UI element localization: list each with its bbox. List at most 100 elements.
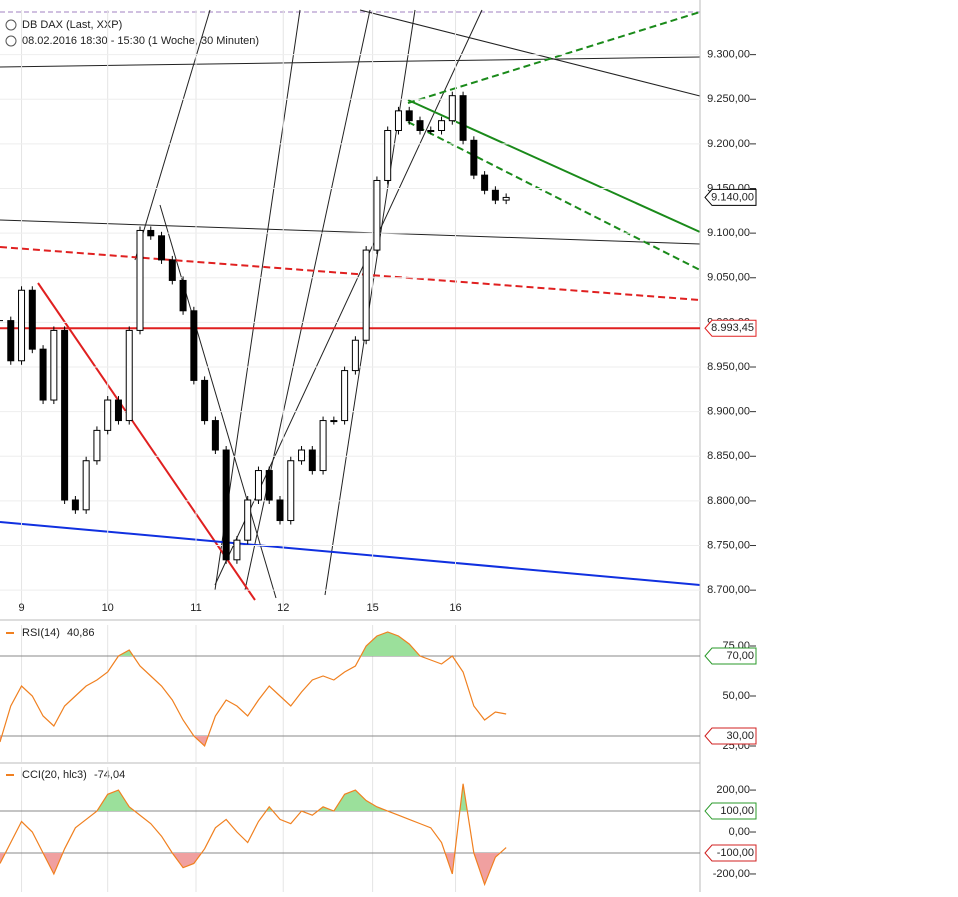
level-label: 9.140,00 [711,191,754,203]
drawing-line [159,204,277,599]
candle [491,189,499,201]
candle [373,179,381,251]
candle [384,129,392,181]
drawing-line [0,219,701,245]
level-label: 70,00 [726,650,754,662]
candle [71,499,79,511]
x-tick-label: 12 [277,602,289,614]
y-tick-label: 8.800,00 [707,495,750,507]
y-tick-label: 8.900,00 [707,406,750,418]
candle [125,329,133,422]
level-box [704,727,757,745]
chart-subtitle: 08.02.2016 18:30 - 15:30 (1 Woche, 30 Mi… [22,35,259,47]
chart-title: DB DAX (Last, XXP) [22,19,122,31]
candle [330,420,338,423]
level-label: 30,00 [726,730,754,742]
candle [168,259,176,281]
candle [427,129,435,132]
candle [287,460,295,522]
drawing-line [37,282,256,601]
drawing-line [359,9,701,97]
header-icon [5,35,17,47]
x-tick-label: 9 [18,602,24,614]
candle [459,95,467,141]
candle [244,499,252,541]
drawing-line [407,99,701,233]
level-box [704,647,757,665]
candle [158,235,166,261]
candle [82,460,90,511]
candle [341,370,349,422]
candle [298,449,306,462]
y-tick-label: 200,00 [716,784,750,796]
candle [481,174,489,191]
candle [319,420,327,472]
level-label: -100,00 [717,847,754,859]
y-tick-label: 9.250,00 [707,93,750,105]
y-tick-label: 8.700,00 [707,584,750,596]
level-label: 8.993,45 [711,322,754,334]
drawing-line [0,246,701,301]
candle [416,120,424,131]
y-tick-label: 0,00 [729,826,750,838]
candle [233,539,241,561]
drawing-line [0,521,701,586]
candle [179,279,187,312]
y-tick-label: 8.850,00 [707,450,750,462]
oversold-area [0,852,507,885]
candle [254,470,262,501]
candle [7,320,15,362]
y-tick-label: 9.300,00 [707,49,750,61]
candle [308,449,316,472]
candle [147,229,155,237]
drawing-line [134,9,211,261]
candle [39,348,47,401]
candle [470,139,478,176]
level-box [704,802,757,820]
x-tick-label: 15 [366,602,378,614]
candle [211,420,219,451]
x-tick-label: 11 [190,602,201,614]
candle [50,329,58,401]
y-tick-label: 8.750,00 [707,539,750,551]
header-icon [5,19,17,31]
candle [276,499,284,522]
y-tick-label: 9.200,00 [707,138,750,150]
candle [136,229,144,331]
y-tick-label: -200,00 [713,868,750,880]
x-tick-label: 10 [102,602,114,614]
candle [190,310,198,381]
candle [351,339,359,372]
level-box [704,319,757,337]
y-tick-label: 9.050,00 [707,272,750,284]
drawing-line [0,56,701,68]
y-tick-label: 50,00 [722,690,750,702]
drawing-line [324,9,416,596]
drawing-line [407,11,701,104]
indicator-value: -74,04 [94,769,125,781]
candle [28,289,36,350]
overbought-area [0,632,507,656]
candle [502,196,510,201]
candle [93,429,101,462]
level-box [704,188,757,206]
level-label: 100,00 [720,805,754,817]
level-box [704,844,757,862]
indicator-title: RSI(14) [22,627,60,639]
candle [61,329,69,501]
y-tick-label: 9.100,00 [707,227,750,239]
candle [18,289,26,362]
candle [201,379,209,422]
candle [222,449,230,561]
candle [438,120,446,131]
candle [394,110,402,131]
indicator-title: CCI(20, hlc3) [22,769,87,781]
indicator-line [0,631,507,748]
x-tick-label: 16 [449,602,461,614]
indicator-line [0,783,507,887]
candle [114,399,122,422]
candle [265,470,273,501]
